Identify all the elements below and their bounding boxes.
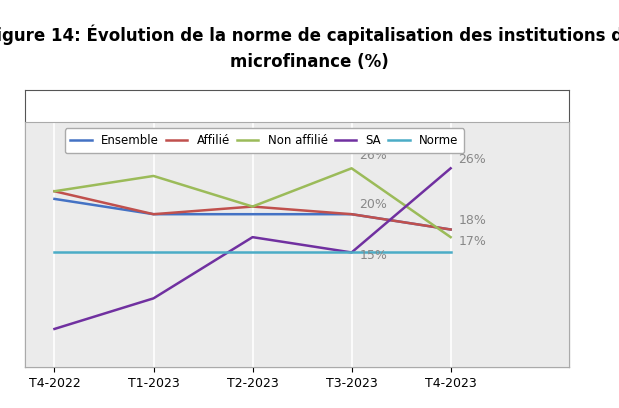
Affilié xyxy=(348,212,355,217)
Text: 15%: 15% xyxy=(360,248,387,262)
Affilié xyxy=(150,212,157,217)
Norme xyxy=(348,250,355,255)
Ensemble xyxy=(150,212,157,217)
Non affilié xyxy=(150,173,157,178)
Norme xyxy=(150,250,157,255)
Line: Ensemble: Ensemble xyxy=(54,199,451,229)
Non affilié xyxy=(447,235,454,239)
Non affilié xyxy=(249,204,256,209)
Text: 26%: 26% xyxy=(360,149,387,162)
Affilié xyxy=(51,189,58,194)
Ensemble xyxy=(447,227,454,232)
Ensemble xyxy=(249,212,256,217)
Affilié xyxy=(249,204,256,209)
Text: microfinance (%): microfinance (%) xyxy=(230,53,389,71)
Text: 17%: 17% xyxy=(459,235,487,248)
Norme xyxy=(249,250,256,255)
SA xyxy=(447,166,454,171)
Affilié xyxy=(447,227,454,232)
Non affilié xyxy=(51,189,58,194)
Norme xyxy=(447,250,454,255)
Line: Affilié: Affilié xyxy=(54,191,451,229)
Text: 26%: 26% xyxy=(459,153,487,166)
Text: Figure 14: Évolution de la norme de capitalisation des institutions de: Figure 14: Évolution de la norme de capi… xyxy=(0,24,619,45)
SA xyxy=(249,235,256,239)
Line: SA: SA xyxy=(54,169,451,329)
Text: 18%: 18% xyxy=(459,214,487,227)
SA xyxy=(150,296,157,301)
Line: Non affilié: Non affilié xyxy=(54,169,451,237)
Non affilié xyxy=(348,166,355,171)
Legend: Ensemble, Affilié, Non affilié, SA, Norme: Ensemble, Affilié, Non affilié, SA, Norm… xyxy=(64,128,464,153)
SA xyxy=(348,250,355,255)
Ensemble xyxy=(348,212,355,217)
Text: 20%: 20% xyxy=(360,198,387,211)
SA xyxy=(51,326,58,331)
Ensemble xyxy=(51,197,58,202)
Norme xyxy=(51,250,58,255)
